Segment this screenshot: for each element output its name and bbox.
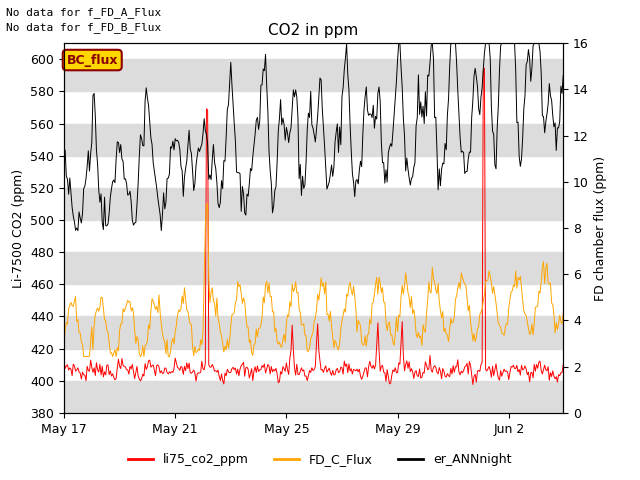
Text: No data for f_FD_A_Flux: No data for f_FD_A_Flux bbox=[6, 7, 162, 18]
Bar bbox=[64, 123, 563, 156]
Title: CO2 in ppm: CO2 in ppm bbox=[268, 23, 359, 38]
Bar bbox=[64, 381, 563, 413]
Text: No data for f_FD_B_Flux: No data for f_FD_B_Flux bbox=[6, 22, 162, 33]
Text: BC_flux: BC_flux bbox=[67, 54, 118, 67]
Y-axis label: Li-7500 CO2 (ppm): Li-7500 CO2 (ppm) bbox=[12, 168, 25, 288]
Bar bbox=[64, 188, 563, 220]
Bar bbox=[64, 316, 563, 348]
Legend: li75_co2_ppm, FD_C_Flux, er_ANNnight: li75_co2_ppm, FD_C_Flux, er_ANNnight bbox=[124, 448, 516, 471]
Y-axis label: FD chamber flux (ppm): FD chamber flux (ppm) bbox=[595, 156, 607, 300]
Bar bbox=[64, 252, 563, 284]
Bar bbox=[64, 59, 563, 91]
